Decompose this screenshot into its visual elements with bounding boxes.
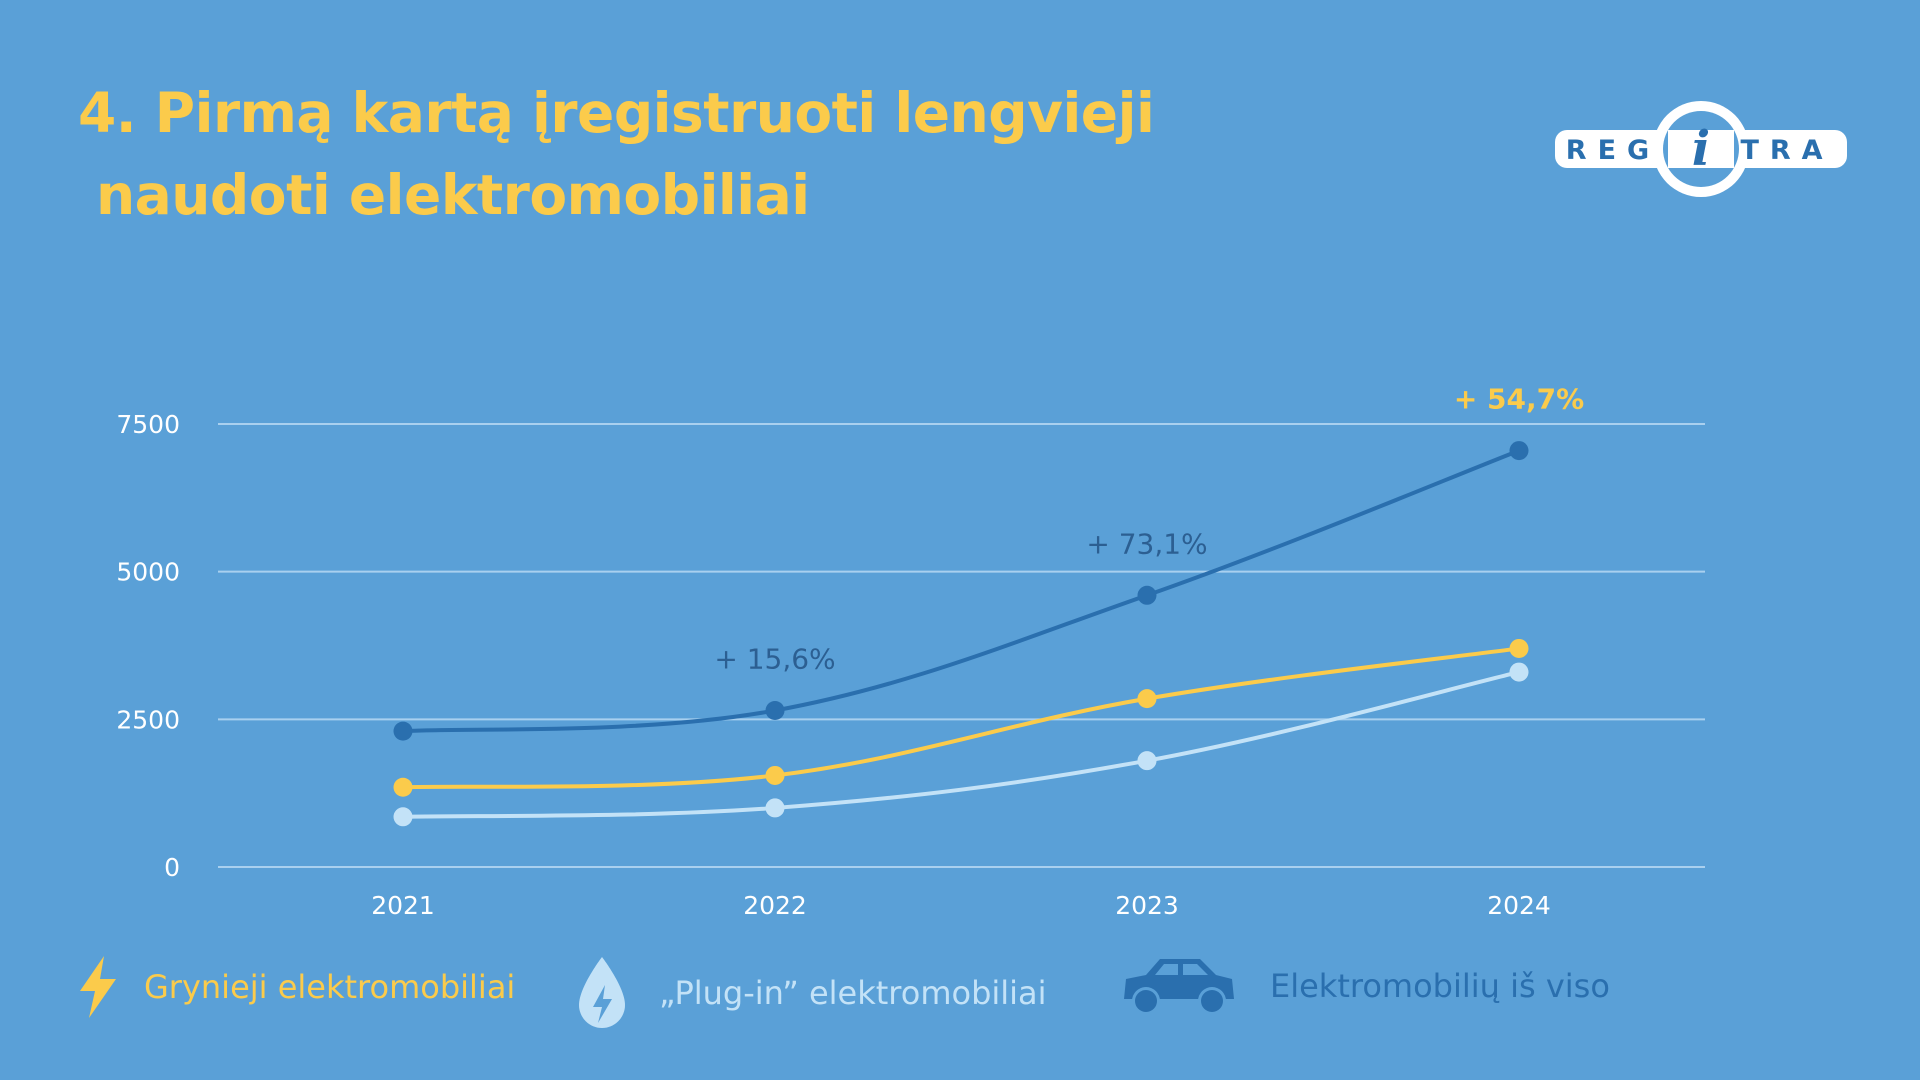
logo-center-text: i (1692, 121, 1710, 177)
legend-label-pure: Grynieji elektromobiliai (144, 968, 516, 1006)
data-point-elektromobili-i-viso-2023 (1137, 585, 1157, 605)
data-point-elektromobili-i-viso-2022 (765, 700, 785, 720)
car-icon (1124, 959, 1234, 1015)
legend-item-plugin: „Plug-in” elektromobiliai (575, 955, 1047, 1031)
series-line--plug-in-elektromobiliai (401, 670, 1521, 819)
data-point--plug-in-elektromobiliai-2022 (765, 798, 785, 818)
data-point-grynieji-elektromobiliai-2023 (1137, 689, 1157, 709)
data-point-grynieji-elektromobiliai-2024 (1509, 638, 1529, 658)
data-label-annotation: + 73,1% (1086, 527, 1207, 560)
data-point--plug-in-elektromobiliai-2021 (393, 807, 413, 827)
data-point-grynieji-elektromobiliai-2021 (393, 777, 413, 797)
title-line-2: naudoti elektromobiliai (96, 163, 810, 227)
plug-drop-icon (579, 957, 625, 1028)
logo-left-text: REG (1566, 135, 1660, 166)
regitra-logo: REG i TRA (1555, 101, 1847, 197)
data-label-annotation: + 15,6% (714, 642, 835, 675)
series-line-elektromobili-i-viso (401, 448, 1521, 734)
legend-item-total: Elektromobilių iš viso (1120, 955, 1610, 1017)
x-tick-label: 2024 (1487, 891, 1551, 920)
data-point--plug-in-elektromobiliai-2023 (1137, 751, 1157, 771)
lightning-icon (80, 956, 116, 1018)
series-line-grynieji-elektromobiliai (401, 646, 1521, 790)
data-point-elektromobili-i-viso-2021 (393, 721, 413, 741)
data-point-grynieji-elektromobiliai-2022 (765, 765, 785, 785)
x-tick-label: 2022 (743, 891, 807, 920)
legend-label-plugin: „Plug-in” elektromobiliai (659, 974, 1047, 1012)
title-line-1: 4. Pirmą kartą įregistruoti lengvieji (78, 81, 1155, 145)
y-tick-label: 0 (164, 853, 180, 882)
y-tick-label: 2500 (116, 705, 180, 734)
x-tick-label: 2021 (371, 891, 435, 920)
legend-item-pure: Grynieji elektromobiliai (76, 955, 515, 1019)
y-tick-label: 5000 (116, 558, 180, 587)
page-title: 4. Pirmą kartą įregistruoti lengvieji na… (78, 72, 1155, 236)
x-tick-label: 2023 (1115, 891, 1179, 920)
data-point--plug-in-elektromobiliai-2024 (1509, 662, 1529, 682)
logo-right-text: TRA (1740, 135, 1833, 166)
y-tick-label: 7500 (116, 410, 180, 439)
data-label-annotation: + 54,7% (1454, 383, 1584, 416)
data-point-elektromobili-i-viso-2024 (1509, 441, 1529, 461)
legend-label-total: Elektromobilių iš viso (1270, 967, 1610, 1005)
